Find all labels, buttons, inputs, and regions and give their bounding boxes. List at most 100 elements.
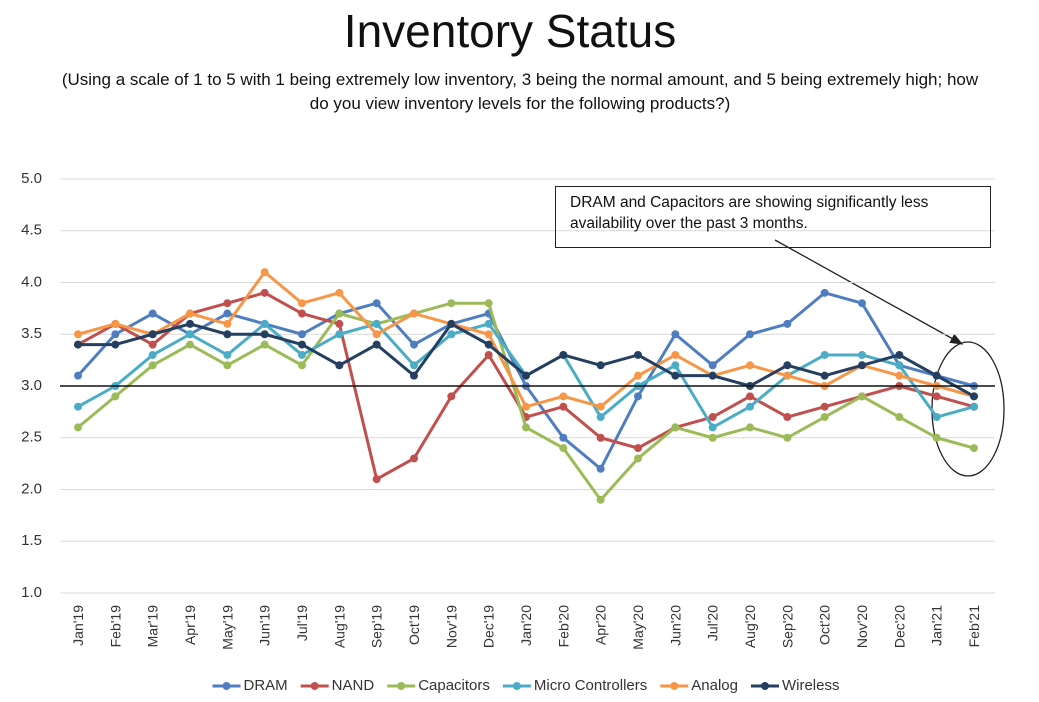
x-tick-label: Sep'20 (779, 605, 795, 648)
data-point (335, 319, 344, 328)
data-point (74, 423, 82, 432)
data-point (335, 309, 344, 318)
data-point (484, 340, 493, 349)
x-tick-label: Sep'19 (369, 605, 385, 648)
data-point (111, 330, 120, 339)
data-point (820, 350, 829, 359)
data-point (186, 330, 194, 339)
legend-marker (760, 682, 769, 690)
data-point (596, 464, 605, 473)
data-point (820, 402, 829, 411)
data-point (858, 361, 866, 370)
y-tick-label: 2.5 (21, 429, 42, 446)
data-point (559, 392, 568, 401)
data-point (298, 330, 306, 339)
data-point (223, 330, 232, 339)
data-point (186, 340, 194, 349)
data-point (111, 392, 120, 401)
data-point (559, 402, 568, 411)
data-point (372, 330, 381, 339)
y-tick-label: 1.5 (21, 532, 42, 549)
data-point (858, 299, 866, 308)
data-point (410, 371, 418, 380)
x-tick-label: Dec'20 (891, 605, 907, 648)
data-point (596, 402, 605, 411)
data-point (484, 319, 493, 328)
data-point (746, 423, 754, 432)
data-point (186, 319, 194, 328)
annotation: DRAM and Capacitors are showing signific… (555, 186, 991, 248)
legend-marker (310, 682, 319, 690)
data-point (148, 361, 157, 370)
data-point (298, 350, 306, 359)
x-tick-label: Jan'21 (929, 605, 945, 646)
data-point (410, 309, 418, 318)
data-point (447, 299, 456, 308)
x-tick-label: Jun'20 (667, 605, 683, 646)
data-point (74, 371, 82, 380)
data-point (484, 350, 493, 359)
data-point (932, 392, 941, 401)
y-tick-label: 3.5 (21, 325, 42, 342)
legend-label: Analog (691, 677, 738, 694)
data-point (335, 330, 344, 339)
data-point (522, 423, 530, 432)
data-point (932, 371, 941, 380)
legend-label: Capacitors (418, 677, 490, 694)
data-point (970, 392, 978, 401)
data-point (671, 350, 680, 359)
data-point (223, 309, 232, 318)
data-point (223, 350, 232, 359)
data-point (820, 288, 829, 297)
data-point (522, 371, 530, 380)
data-point (372, 299, 381, 308)
x-tick-label: Jul'19 (294, 605, 310, 641)
data-point (559, 444, 568, 453)
x-tick-label: Feb'20 (555, 605, 571, 648)
x-tick-label: Apr'20 (593, 605, 609, 645)
legend-label: DRAM (244, 677, 288, 694)
data-point (223, 299, 232, 308)
data-point (932, 433, 941, 442)
data-point (148, 340, 157, 349)
data-point (708, 371, 717, 380)
data-point (858, 392, 866, 401)
data-point (708, 423, 717, 432)
data-point (596, 433, 605, 442)
legend-marker (222, 682, 231, 690)
data-point (74, 340, 82, 349)
x-tick-label: May'20 (630, 605, 646, 650)
data-point (148, 330, 157, 339)
data-point (260, 268, 269, 277)
data-point (596, 361, 605, 370)
x-tick-label: Dec'19 (481, 605, 497, 648)
data-point (783, 371, 792, 380)
data-point (447, 319, 456, 328)
data-point (783, 413, 792, 422)
x-tick-label: Jan'20 (518, 605, 534, 646)
data-point (298, 340, 306, 349)
data-point (298, 309, 306, 318)
data-point (372, 340, 381, 349)
data-point (223, 319, 232, 328)
x-tick-label: Jun'19 (257, 605, 273, 646)
y-tick-label: 2.0 (21, 480, 42, 497)
data-point (74, 402, 82, 411)
data-point (708, 433, 717, 442)
data-point (335, 361, 344, 370)
data-point (746, 361, 754, 370)
data-point (186, 309, 194, 318)
x-tick-label: May'19 (219, 605, 235, 650)
data-point (484, 330, 493, 339)
data-point (820, 371, 829, 380)
y-tick-label: 4.5 (21, 222, 42, 239)
data-point (298, 361, 306, 370)
data-point (447, 392, 456, 401)
data-point (783, 319, 792, 328)
y-tick-label: 4.0 (21, 273, 42, 290)
data-point (671, 330, 680, 339)
x-tick-label: Apr'19 (182, 605, 198, 645)
data-point (74, 330, 82, 339)
x-tick-label: Jan'19 (70, 605, 86, 646)
